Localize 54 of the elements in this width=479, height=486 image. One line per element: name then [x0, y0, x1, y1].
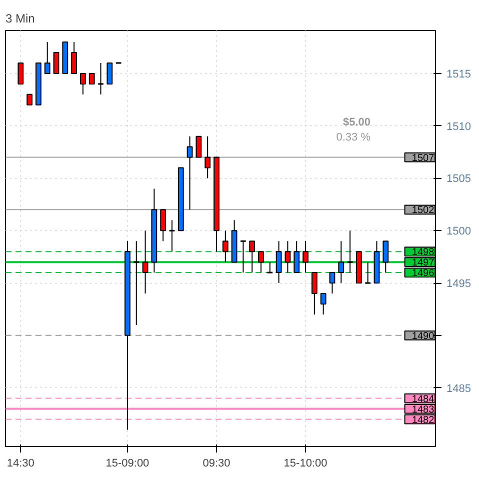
- annotation: $5.00: [342, 116, 371, 128]
- ref-line-label: 1483: [412, 404, 435, 416]
- candlestick: [320, 293, 326, 315]
- candlestick: [311, 272, 318, 315]
- ref-line-label: 1496: [412, 268, 435, 280]
- candlestick: [26, 94, 32, 106]
- candlestick: [44, 42, 50, 74]
- candlestick: [266, 262, 274, 274]
- x-tick-label: 15-10:00: [284, 458, 328, 470]
- y-tick-label: 1505: [446, 173, 471, 186]
- candlestick: [382, 240, 389, 274]
- candlestick: [196, 136, 202, 158]
- x-tick-label: 14:30: [6, 458, 34, 470]
- ref-line-label: 1498: [412, 247, 435, 258]
- y-tick-label: 1515: [446, 68, 471, 80]
- annotation: 0.33 %: [336, 132, 371, 144]
- candlestick: [329, 272, 336, 294]
- ref-line-label: 1502: [412, 205, 435, 216]
- ref-line-label: 1497: [412, 258, 435, 269]
- candlestick: [364, 262, 372, 284]
- candlestick: [142, 230, 148, 294]
- candlestick: [249, 240, 256, 274]
- y-tick-label: 1510: [446, 120, 471, 133]
- y-tick-label: 1485: [446, 382, 471, 395]
- candlestick: [132, 240, 140, 326]
- candlestick: [71, 42, 77, 74]
- candlestick: [258, 251, 264, 274]
- chart-title: 3 Min: [6, 12, 35, 26]
- candlestick: [97, 62, 104, 95]
- candlestick: [284, 240, 291, 274]
- candlestick: [276, 240, 282, 284]
- ref-line-label: 1484: [412, 394, 435, 405]
- candlestick: [53, 52, 60, 74]
- ref-line-label: 1507: [412, 152, 435, 164]
- candlestick: [88, 72, 95, 84]
- candlestick: [160, 209, 166, 242]
- candlestick: [106, 62, 113, 84]
- candlestick: [204, 136, 211, 179]
- candlestick: [80, 72, 86, 95]
- x-tick-label: 09:30: [202, 458, 230, 470]
- candlestick: [240, 240, 247, 274]
- candlestick: [222, 230, 228, 263]
- y-tick-label: 1500: [446, 226, 471, 238]
- x-tick-label: 15-09:00: [106, 458, 150, 470]
- candlestick: [186, 136, 193, 210]
- candlestick: [18, 62, 24, 84]
- candlestick: [346, 230, 354, 274]
- ref-line-label: 1482: [412, 414, 435, 426]
- candlestick: [168, 220, 176, 252]
- candlestick: [338, 240, 344, 284]
- candlestick: [294, 240, 300, 274]
- ref-line-label: 1490: [412, 330, 435, 342]
- y-tick-label: 1495: [446, 278, 471, 290]
- candlestick: [302, 240, 308, 274]
